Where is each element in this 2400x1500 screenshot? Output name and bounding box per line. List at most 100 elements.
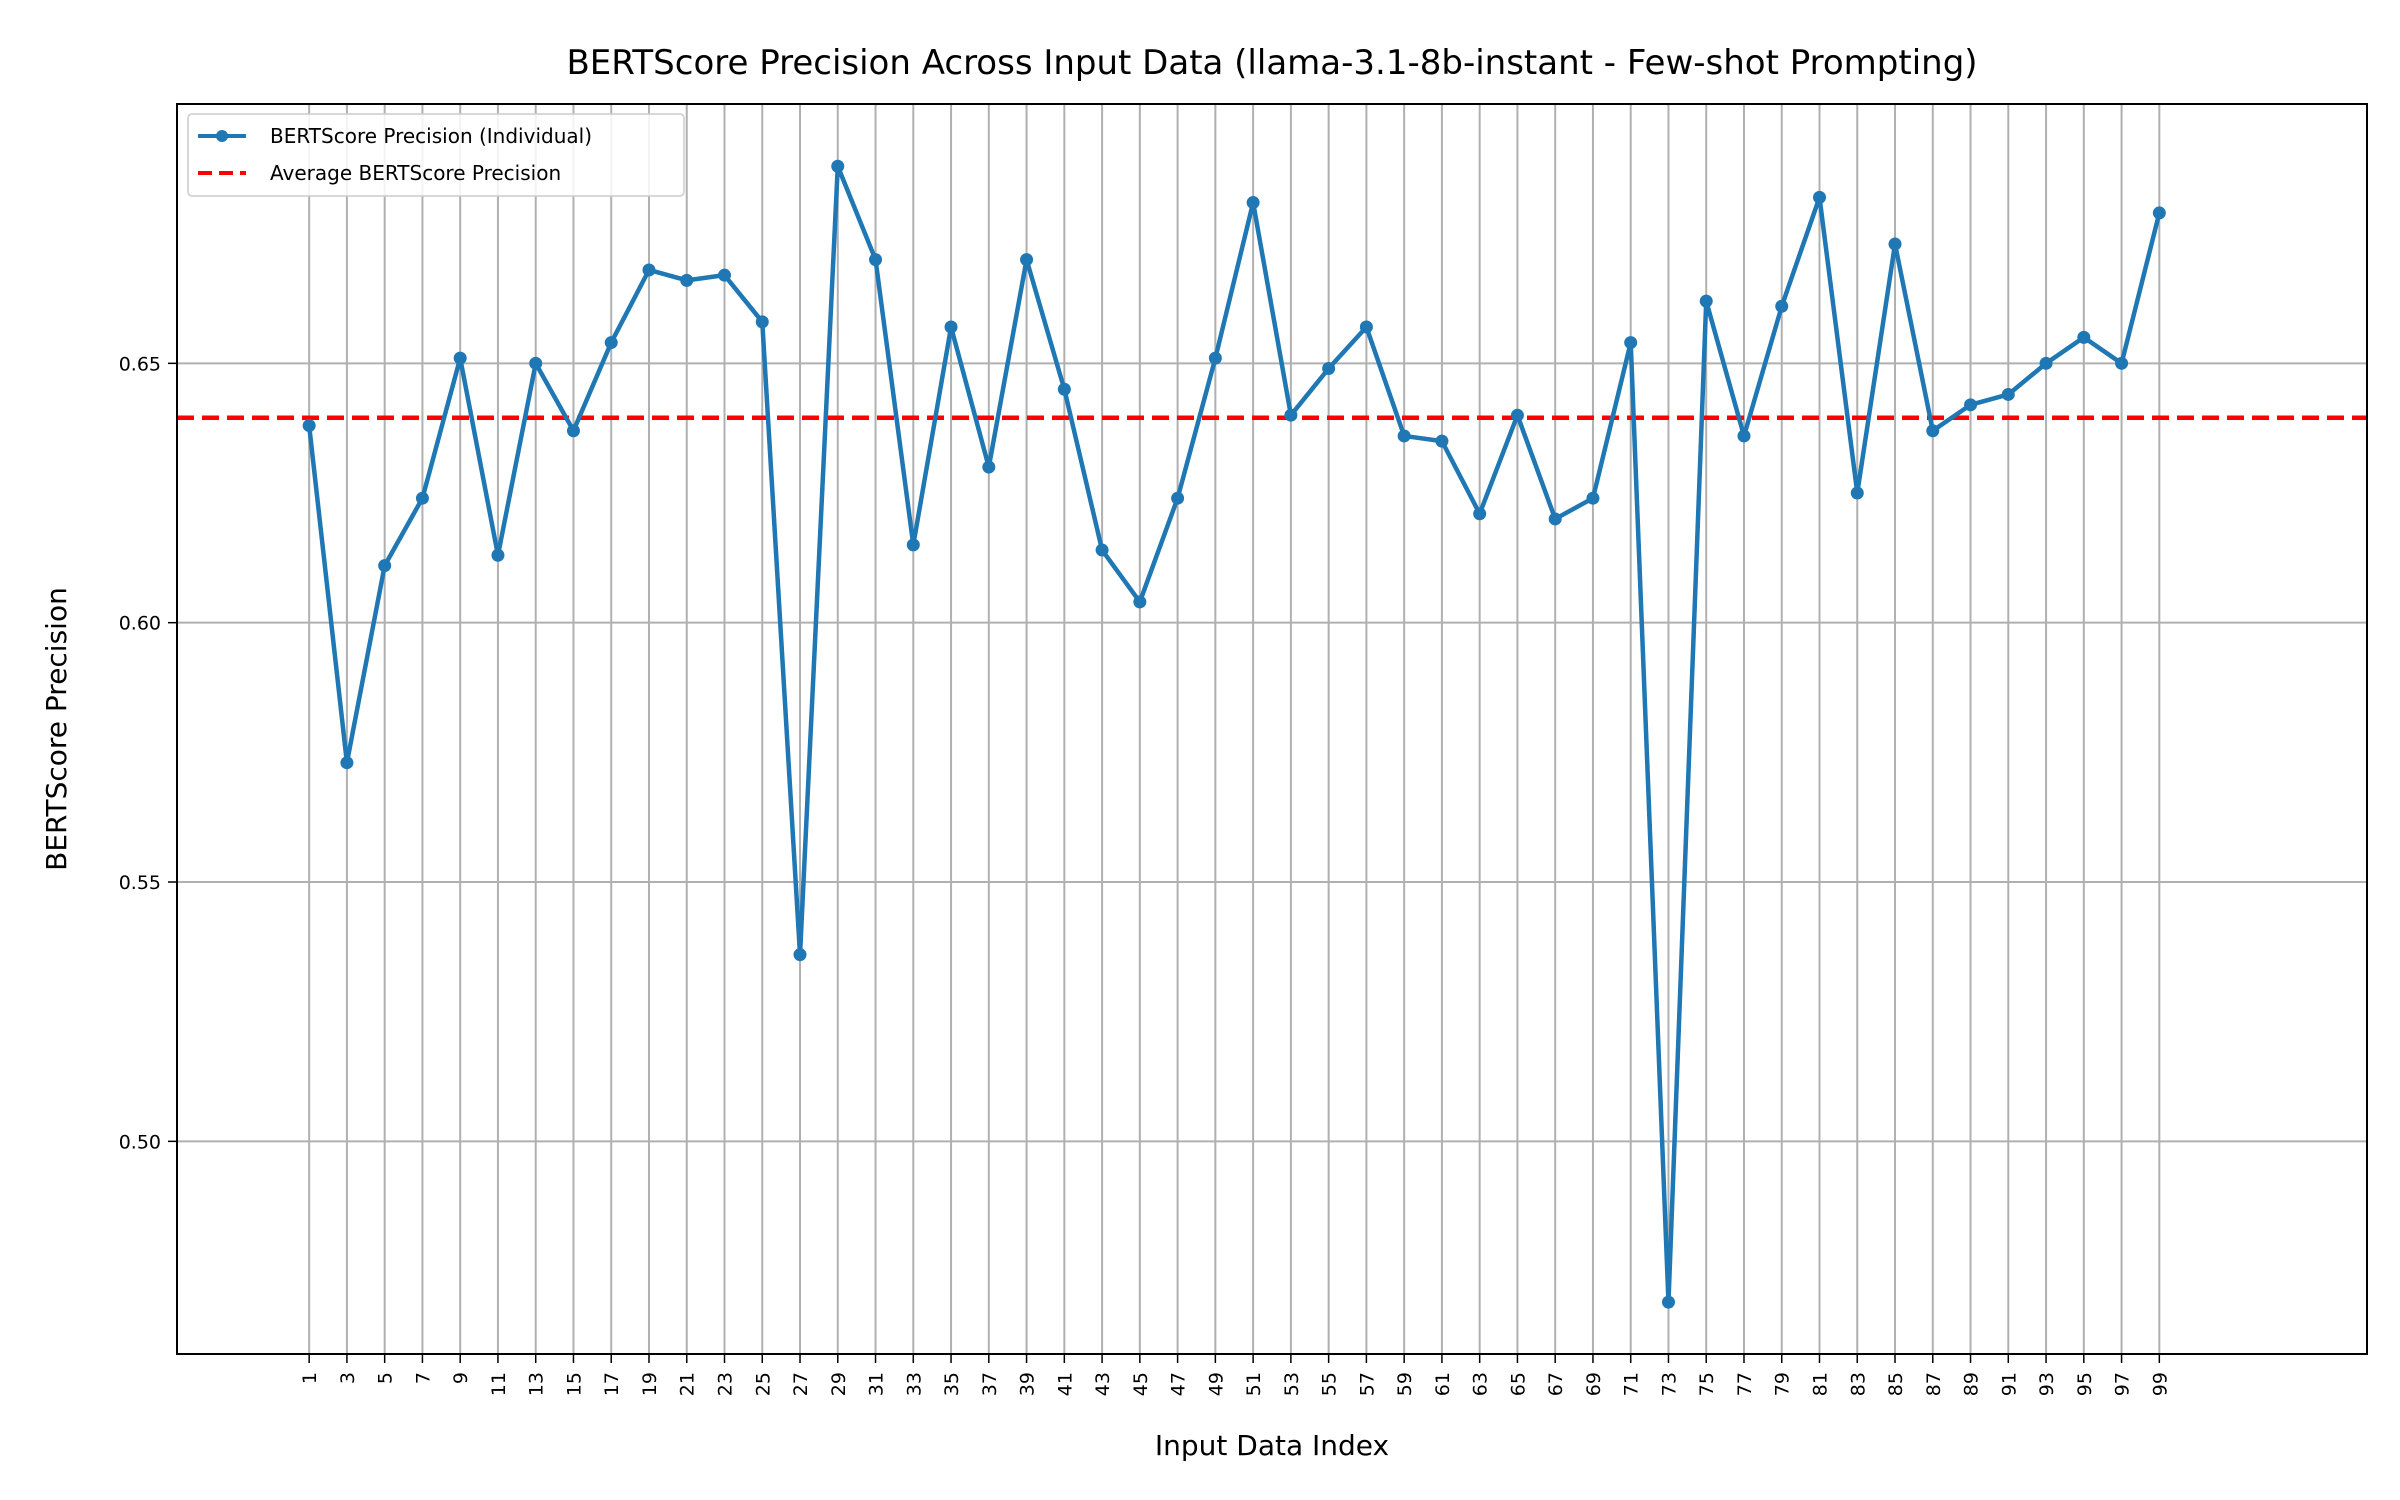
y-tick-label: 0.60 (119, 613, 161, 635)
x-tick-label: 21 (677, 1372, 699, 1396)
x-tick-label: 19 (639, 1372, 661, 1396)
data-point (1699, 294, 1713, 308)
x-tick-label: 57 (1356, 1372, 1378, 1396)
legend-label-average: Average BERTScore Precision (270, 161, 561, 185)
legend-box (187, 113, 685, 197)
data-point (680, 273, 694, 287)
x-tick-label: 37 (979, 1372, 1001, 1396)
data-point (1624, 336, 1638, 350)
x-tick-label: 63 (1470, 1372, 1492, 1396)
data-point (1284, 408, 1298, 422)
x-tick-label: 45 (1130, 1372, 1152, 1396)
data-point (1171, 491, 1185, 505)
data-point (1850, 486, 1864, 500)
data-point (340, 756, 354, 770)
data-point (1964, 398, 1978, 412)
x-tick-label: 79 (1772, 1372, 1794, 1396)
data-point (906, 538, 920, 552)
x-tick-label: 51 (1243, 1372, 1265, 1396)
data-point (302, 419, 316, 433)
x-tick-label: 83 (1847, 1372, 1869, 1396)
data-point (869, 253, 883, 267)
data-point (1133, 595, 1147, 609)
data-point (1397, 429, 1411, 443)
y-axis-label: BERTScore Precision (40, 587, 73, 871)
data-point (1473, 507, 1487, 521)
x-tick-label: 59 (1394, 1372, 1416, 1396)
data-point (1661, 1295, 1675, 1309)
data-point (982, 460, 996, 474)
x-tick-label: 97 (2112, 1372, 2134, 1396)
y-tick-label: 0.55 (119, 872, 161, 894)
x-tick-label: 75 (1696, 1372, 1718, 1396)
x-tick-label: 35 (941, 1372, 963, 1396)
data-point (831, 159, 845, 173)
x-tick-label: 27 (790, 1372, 812, 1396)
data-point (1888, 237, 1902, 251)
data-point (1020, 253, 1034, 267)
data-point (1057, 382, 1071, 396)
legend: BERTScore Precision (Individual) Average… (187, 113, 685, 197)
data-point (1246, 196, 1260, 210)
data-point (1208, 351, 1222, 365)
x-tick-label: 85 (1885, 1372, 1907, 1396)
x-tick-label: 69 (1583, 1372, 1605, 1396)
x-tick-label: 67 (1545, 1372, 1567, 1396)
data-point (2001, 387, 2015, 401)
data-point (1435, 434, 1449, 448)
legend-marker-individual (216, 130, 228, 142)
data-point (755, 315, 769, 329)
data-point (378, 559, 392, 573)
data-point (1586, 491, 1600, 505)
data-point (1322, 362, 1336, 376)
y-tick-label: 0.65 (119, 353, 161, 375)
x-tick-label: 71 (1621, 1372, 1643, 1396)
x-axis-ticks: 1 3 5 7 9 11 13 15 17 19 21 23 25 27 29 31 33 35 37 39 41 43 4… (299, 1354, 2171, 1396)
x-tick-label: 95 (2074, 1372, 2096, 1396)
data-point (529, 356, 543, 370)
data-point (1737, 429, 1751, 443)
x-tick-label: 3 (337, 1372, 359, 1384)
x-tick-label: 55 (1319, 1372, 1341, 1396)
data-point (2039, 356, 2053, 370)
data-point (491, 548, 505, 562)
data-point (793, 948, 807, 962)
data-point (1095, 543, 1109, 557)
x-tick-label: 61 (1432, 1372, 1454, 1396)
data-point (415, 491, 429, 505)
x-tick-label: 73 (1658, 1372, 1680, 1396)
x-tick-label: 7 (412, 1372, 434, 1384)
data-point (944, 320, 958, 334)
x-tick-label: 91 (1998, 1372, 2020, 1396)
x-tick-label: 33 (903, 1372, 925, 1396)
x-tick-label: 77 (1734, 1372, 1756, 1396)
data-point (1926, 424, 1940, 438)
series-layer (302, 159, 2166, 1309)
x-tick-label: 99 (2149, 1372, 2171, 1396)
x-tick-label: 31 (866, 1372, 888, 1396)
x-tick-label: 93 (2036, 1372, 2058, 1396)
data-point (2152, 206, 2166, 220)
x-tick-label: 9 (450, 1372, 472, 1384)
x-tick-label: 5 (375, 1372, 397, 1384)
data-point (1813, 190, 1826, 204)
x-tick-label: 53 (1281, 1372, 1303, 1396)
y-tick-label: 0.50 (119, 1131, 161, 1153)
x-tick-label: 11 (488, 1372, 510, 1396)
plot-frame (176, 103, 2368, 1355)
data-point (453, 351, 467, 365)
data-point (642, 263, 656, 277)
x-tick-label: 65 (1507, 1372, 1529, 1396)
x-tick-label: 81 (1810, 1372, 1832, 1396)
data-point (1775, 299, 1789, 313)
grid-lines (177, 104, 2367, 1354)
data-point (604, 336, 618, 350)
legend-label-individual: BERTScore Precision (Individual) (270, 124, 592, 148)
x-tick-label: 1 (299, 1372, 321, 1384)
x-tick-label: 43 (1092, 1372, 1114, 1396)
y-axis-ticks: 0.50 0.55 0.60 0.65 (119, 353, 177, 1153)
data-point (2115, 356, 2129, 370)
x-axis-label: Input Data Index (1155, 1429, 1389, 1462)
